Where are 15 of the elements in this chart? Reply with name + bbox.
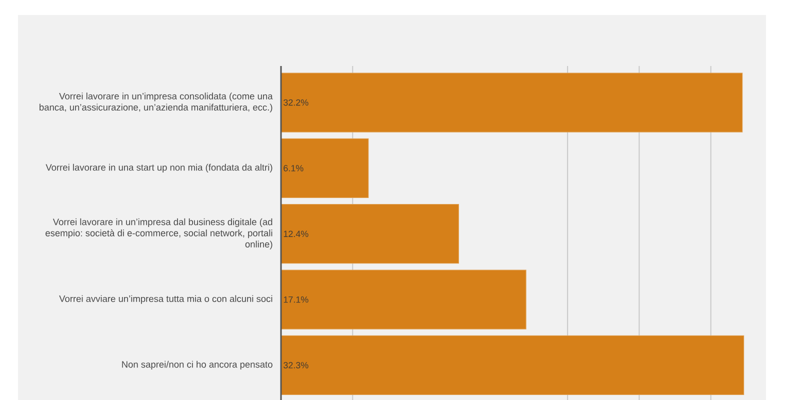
- data-label: 32.3%: [284, 362, 308, 368]
- y-tick-label: Vorrei lavorare in un’impresa consolidata (come una banca, un’assicurazione, un’azienda manifatturiera, ecc.): [40, 92, 273, 112]
- data-label: 17.1%: [284, 296, 308, 303]
- data-label: 12.4%: [284, 230, 308, 238]
- data-label: 6.1%: [284, 165, 304, 172]
- y-tick-label: Vorrei lavorare in una start up non mia (fondata da altri): [46, 164, 272, 173]
- bar: [280, 138, 369, 198]
- bar: [280, 335, 744, 395]
- y-tick-label: Non saprei/non ci ho ancora pensato: [122, 360, 272, 370]
- bar: [280, 270, 526, 330]
- y-tick-label: Vorrei lavorare in un’impresa dal business digitale (ad esempio: società di e-commerce, social network, portali online): [46, 218, 272, 250]
- data-label: 32.2%: [284, 99, 308, 106]
- bar: [280, 204, 459, 264]
- bar: [280, 72, 743, 132]
- y-tick-label: Vorrei avviare un’impresa tutta mia o con alcuni soci: [59, 295, 272, 304]
